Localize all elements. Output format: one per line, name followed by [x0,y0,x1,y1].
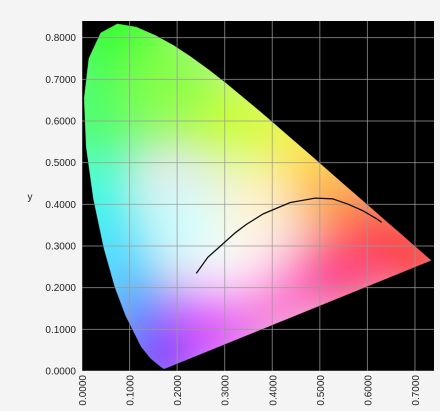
y-tick-label: 0.7000 [45,75,76,86]
y-tick-label: 0.1000 [45,325,76,336]
y-tick-label: 0.4000 [45,200,76,211]
y-tick-label: 0.0000 [45,367,76,378]
x-tick-label: 0.3000 [221,375,232,406]
y-tick-label: 0.5000 [45,158,76,169]
y-tick-label: 0.2000 [45,283,76,294]
y-tick-label: 0.6000 [45,117,76,128]
x-axis-ticks: 0.0000 0.1000 0.2000 0.3000 0.4000 0.5000 0.60… [78,375,422,406]
x-tick-label: 0.0000 [78,375,89,406]
x-tick-label: 0.5000 [316,375,327,406]
x-tick-label: 0.4000 [268,375,279,406]
x-tick-label: 0.7000 [411,375,422,406]
y-tick-label: 0.3000 [45,242,76,253]
grid [82,21,434,371]
x-tick-label: 0.1000 [126,375,137,406]
y-axis-label: y [28,192,33,203]
x-tick-label: 0.6000 [363,375,374,406]
gamut-outline [83,23,433,370]
y-tick-label: 0.8000 [45,33,76,44]
y-axis-ticks: 0.0000 0.1000 0.2000 0.3000 0.4000 0.5000 0.60… [45,33,76,377]
x-tick-label: 0.2000 [173,375,184,406]
planckian-locus-line [195,197,383,274]
